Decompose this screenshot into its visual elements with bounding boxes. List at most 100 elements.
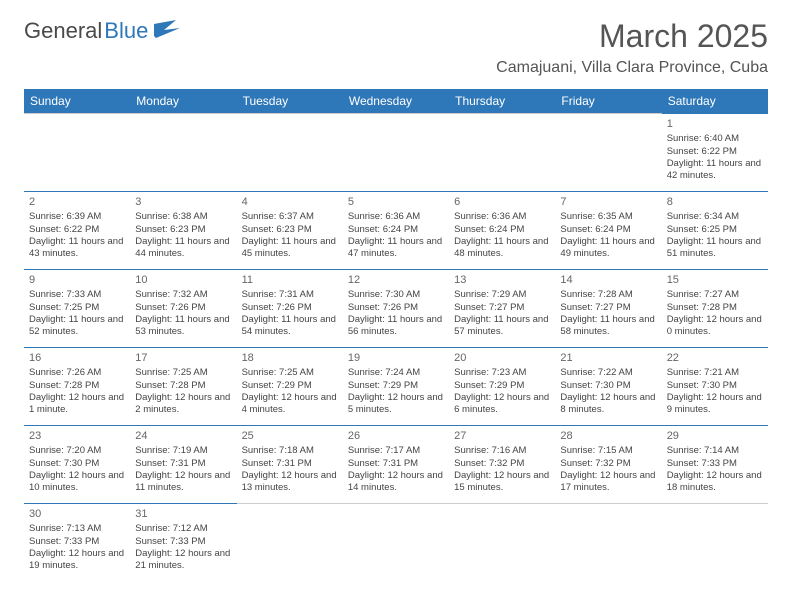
sunrise-text: Sunrise: 7:20 AM xyxy=(29,445,125,457)
day-number: 30 xyxy=(29,507,125,521)
sunset-text: Sunset: 7:30 PM xyxy=(29,458,125,470)
day-cell: 22Sunrise: 7:21 AMSunset: 7:30 PMDayligh… xyxy=(662,348,768,426)
day-cell: 15Sunrise: 7:27 AMSunset: 7:28 PMDayligh… xyxy=(662,270,768,348)
daylight-text: Daylight: 12 hours and 2 minutes. xyxy=(135,392,231,417)
sunrise-text: Sunrise: 7:33 AM xyxy=(29,289,125,301)
day-number: 10 xyxy=(135,273,231,287)
day-number: 25 xyxy=(242,429,338,443)
day-number: 18 xyxy=(242,351,338,365)
day-number: 12 xyxy=(348,273,444,287)
day-number: 29 xyxy=(667,429,763,443)
day-cell xyxy=(237,504,343,582)
day-cell: 10Sunrise: 7:32 AMSunset: 7:26 PMDayligh… xyxy=(130,270,236,348)
daylight-text: Daylight: 11 hours and 51 minutes. xyxy=(667,236,763,261)
day-cell xyxy=(130,114,236,192)
day-cell: 2 Sunrise: 6:39 AMSunset: 6:22 PMDaylight… xyxy=(24,192,130,270)
day-cell: 28Sunrise: 7:15 AMSunset: 7:32 PMDayligh… xyxy=(555,426,661,504)
sunset-text: Sunset: 7:27 PM xyxy=(454,302,550,314)
day-cell: 8Sunrise: 6:34 AMSunset: 6:25 PMDaylight… xyxy=(662,192,768,270)
day-cell: 25 Sunrise: 7:18 AMSunset: 7:31 PMDayligh… xyxy=(237,426,343,504)
sunset-text: Sunset: 7:29 PM xyxy=(242,380,338,392)
sunset-text: Sunset: 7:31 PM xyxy=(242,458,338,470)
sunset-text: Sunset: 7:33 PM xyxy=(135,536,231,548)
day-number: 24 xyxy=(135,429,231,443)
day-number: 13 xyxy=(454,273,550,287)
day-cell: 27Sunrise: 7:16 AMSunset: 7:32 PMDayligh… xyxy=(449,426,555,504)
daylight-text: Daylight: 12 hours and 1 minute. xyxy=(29,392,125,417)
sunrise-text: Sunrise: 6:39 AM xyxy=(29,211,125,223)
logo: GeneralBlue xyxy=(24,18,180,44)
sunrise-text: Sunrise: 6:34 AM xyxy=(667,211,763,223)
day-number: 27 xyxy=(454,429,550,443)
day-cell: 20Sunrise: 7:23 AMSunset: 7:29 PMDayligh… xyxy=(449,348,555,426)
sunset-text: Sunset: 7:33 PM xyxy=(29,536,125,548)
sunrise-text: Sunrise: 7:21 AM xyxy=(667,367,763,379)
month-title: March 2025 xyxy=(496,18,768,55)
sunrise-text: Sunrise: 7:18 AM xyxy=(242,445,338,457)
sunset-text: Sunset: 7:31 PM xyxy=(348,458,444,470)
day-number: 16 xyxy=(29,351,125,365)
sunrise-text: Sunrise: 7:32 AM xyxy=(135,289,231,301)
daylight-text: Daylight: 12 hours and 11 minutes. xyxy=(135,470,231,495)
day-cell: 24 Sunrise: 7:19 AMSunset: 7:31 PMDayligh… xyxy=(130,426,236,504)
dow-row: Sunday Monday Tuesday Wednesday Thursday… xyxy=(24,89,768,114)
sunrise-text: Sunrise: 7:12 AM xyxy=(135,523,231,535)
calendar-week: 30Sunrise: 7:13 AMSunset: 7:33 PMDayligh… xyxy=(24,504,768,582)
daylight-text: Daylight: 11 hours and 53 minutes. xyxy=(135,314,231,339)
logo-text-general: General xyxy=(24,18,102,44)
calendar-body: 1Sunrise: 6:40 AMSunset: 6:22 PMDaylight… xyxy=(24,114,768,582)
day-cell: 13Sunrise: 7:29 AMSunset: 7:27 PMDayligh… xyxy=(449,270,555,348)
day-cell xyxy=(343,504,449,582)
day-number: 23 xyxy=(29,429,125,443)
sunset-text: Sunset: 7:31 PM xyxy=(135,458,231,470)
day-number: 7 xyxy=(560,195,656,209)
sunset-text: Sunset: 6:22 PM xyxy=(667,146,763,158)
sunrise-text: Sunrise: 7:17 AM xyxy=(348,445,444,457)
sunset-text: Sunset: 7:28 PM xyxy=(135,380,231,392)
dow-mon: Monday xyxy=(130,89,236,114)
daylight-text: Daylight: 12 hours and 18 minutes. xyxy=(667,470,763,495)
sunset-text: Sunset: 7:26 PM xyxy=(242,302,338,314)
sunrise-text: Sunrise: 7:28 AM xyxy=(560,289,656,301)
day-number: 20 xyxy=(454,351,550,365)
daylight-text: Daylight: 12 hours and 13 minutes. xyxy=(242,470,338,495)
daylight-text: Daylight: 12 hours and 21 minutes. xyxy=(135,548,231,573)
daylight-text: Daylight: 12 hours and 0 minutes. xyxy=(667,314,763,339)
header: GeneralBlue March 2025 Camajuani, Villa … xyxy=(24,18,768,77)
daylight-text: Daylight: 11 hours and 49 minutes. xyxy=(560,236,656,261)
sunrise-text: Sunrise: 6:37 AM xyxy=(242,211,338,223)
sunset-text: Sunset: 7:25 PM xyxy=(29,302,125,314)
dow-wed: Wednesday xyxy=(343,89,449,114)
day-cell: 1Sunrise: 6:40 AMSunset: 6:22 PMDaylight… xyxy=(662,114,768,192)
daylight-text: Daylight: 11 hours and 43 minutes. xyxy=(29,236,125,261)
day-cell xyxy=(237,114,343,192)
daylight-text: Daylight: 11 hours and 42 minutes. xyxy=(667,158,763,183)
day-number: 6 xyxy=(454,195,550,209)
daylight-text: Daylight: 11 hours and 56 minutes. xyxy=(348,314,444,339)
day-cell xyxy=(449,504,555,582)
sunrise-text: Sunrise: 7:31 AM xyxy=(242,289,338,301)
daylight-text: Daylight: 12 hours and 10 minutes. xyxy=(29,470,125,495)
sunrise-text: Sunrise: 7:29 AM xyxy=(454,289,550,301)
daylight-text: Daylight: 11 hours and 45 minutes. xyxy=(242,236,338,261)
day-cell xyxy=(662,504,768,582)
sunset-text: Sunset: 7:28 PM xyxy=(667,302,763,314)
sunrise-text: Sunrise: 6:40 AM xyxy=(667,133,763,145)
day-cell: 31Sunrise: 7:12 AMSunset: 7:33 PMDayligh… xyxy=(130,504,236,582)
sunrise-text: Sunrise: 7:19 AM xyxy=(135,445,231,457)
daylight-text: Daylight: 11 hours and 58 minutes. xyxy=(560,314,656,339)
day-cell: 21Sunrise: 7:22 AMSunset: 7:30 PMDayligh… xyxy=(555,348,661,426)
day-cell: 5Sunrise: 6:36 AMSunset: 6:24 PMDaylight… xyxy=(343,192,449,270)
sunset-text: Sunset: 7:30 PM xyxy=(560,380,656,392)
day-number: 2 xyxy=(29,195,125,209)
sunrise-text: Sunrise: 6:38 AM xyxy=(135,211,231,223)
day-cell: 18Sunrise: 7:25 AMSunset: 7:29 PMDayligh… xyxy=(237,348,343,426)
daylight-text: Daylight: 12 hours and 8 minutes. xyxy=(560,392,656,417)
day-cell: 17Sunrise: 7:25 AMSunset: 7:28 PMDayligh… xyxy=(130,348,236,426)
dow-sun: Sunday xyxy=(24,89,130,114)
sunset-text: Sunset: 7:29 PM xyxy=(348,380,444,392)
day-number: 17 xyxy=(135,351,231,365)
sunset-text: Sunset: 7:30 PM xyxy=(667,380,763,392)
sunrise-text: Sunrise: 7:23 AM xyxy=(454,367,550,379)
sunset-text: Sunset: 6:22 PM xyxy=(29,224,125,236)
